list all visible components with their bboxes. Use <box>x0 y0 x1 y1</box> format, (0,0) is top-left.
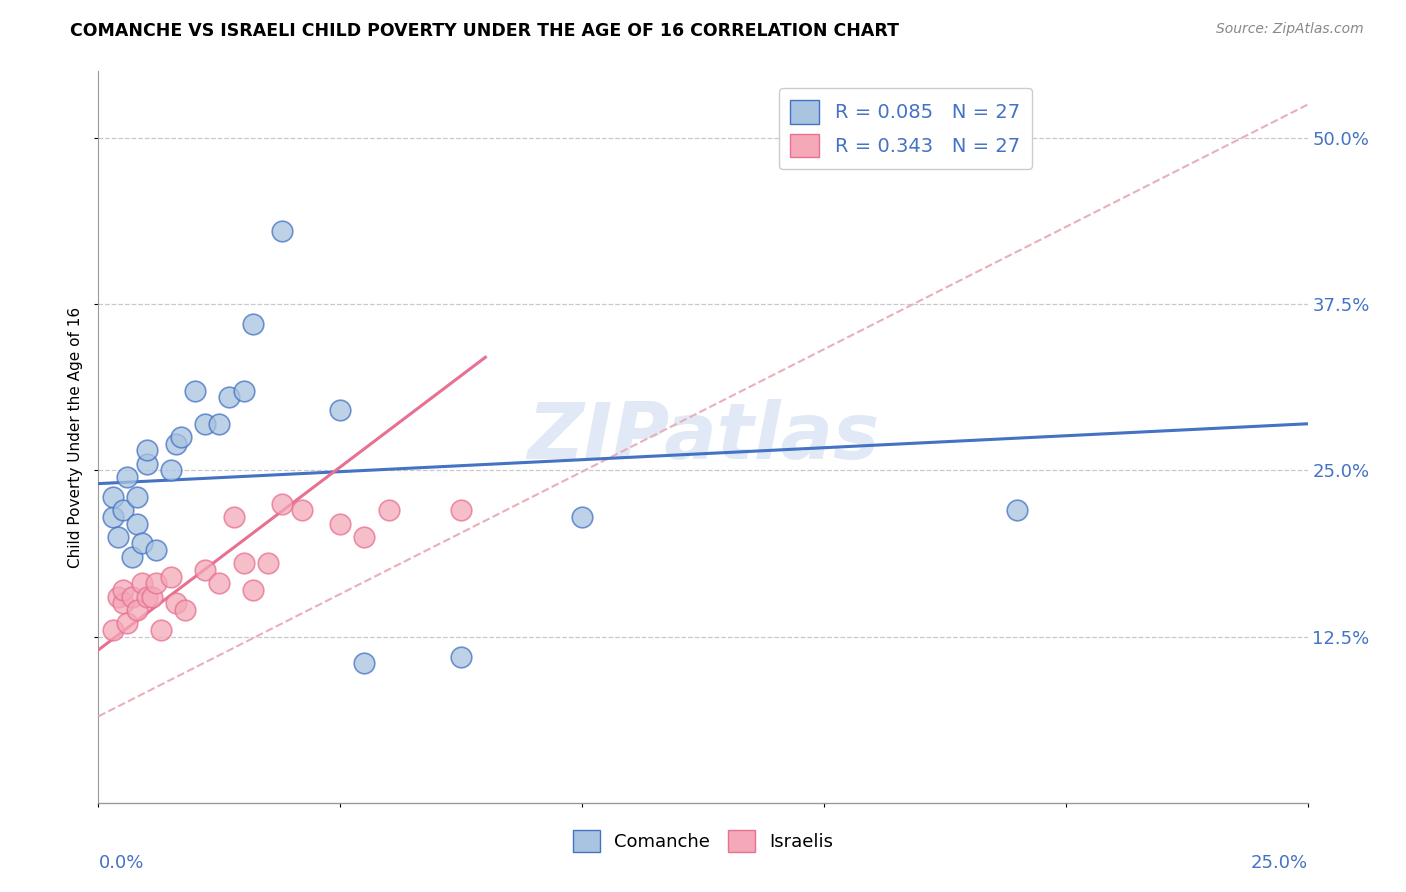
Point <box>271 497 294 511</box>
Point <box>242 317 264 331</box>
Point <box>218 390 240 404</box>
Point <box>353 530 375 544</box>
Point <box>107 530 129 544</box>
Point <box>121 549 143 564</box>
Point <box>353 656 375 670</box>
Point <box>101 623 124 637</box>
Point <box>145 576 167 591</box>
Point <box>127 603 149 617</box>
Point <box>111 596 134 610</box>
Point <box>377 503 399 517</box>
Point <box>1007 503 1029 517</box>
Point <box>165 436 187 450</box>
Legend: Comanche, Israelis: Comanche, Israelis <box>565 823 841 860</box>
Point <box>222 509 245 524</box>
Point <box>121 590 143 604</box>
Point <box>107 590 129 604</box>
Point <box>111 582 134 597</box>
Point <box>160 463 183 477</box>
Point <box>101 490 124 504</box>
Point <box>271 224 294 238</box>
Point <box>127 490 149 504</box>
Point <box>135 590 157 604</box>
Point <box>208 417 231 431</box>
Text: 0.0%: 0.0% <box>98 854 143 872</box>
Point <box>450 503 472 517</box>
Point <box>174 603 197 617</box>
Point <box>571 509 593 524</box>
Point <box>150 623 173 637</box>
Point <box>232 384 254 398</box>
Text: 25.0%: 25.0% <box>1250 854 1308 872</box>
Point <box>101 509 124 524</box>
Point <box>208 576 231 591</box>
Point <box>111 503 134 517</box>
Point <box>256 557 278 571</box>
Point <box>169 430 191 444</box>
Point <box>450 649 472 664</box>
Point <box>290 503 312 517</box>
Point <box>145 543 167 558</box>
Text: COMANCHE VS ISRAELI CHILD POVERTY UNDER THE AGE OF 16 CORRELATION CHART: COMANCHE VS ISRAELI CHILD POVERTY UNDER … <box>70 22 900 40</box>
Point <box>194 417 217 431</box>
Point <box>160 570 183 584</box>
Point <box>329 403 352 417</box>
Point <box>131 576 153 591</box>
Point <box>232 557 254 571</box>
Point <box>141 590 163 604</box>
Point <box>135 457 157 471</box>
Point <box>165 596 187 610</box>
Text: ZIPatlas: ZIPatlas <box>527 399 879 475</box>
Point <box>184 384 207 398</box>
Point <box>194 563 217 577</box>
Y-axis label: Child Poverty Under the Age of 16: Child Poverty Under the Age of 16 <box>67 307 83 567</box>
Text: Source: ZipAtlas.com: Source: ZipAtlas.com <box>1216 22 1364 37</box>
Point <box>242 582 264 597</box>
Point <box>127 516 149 531</box>
Point <box>117 616 139 631</box>
Point <box>135 443 157 458</box>
Point <box>117 470 139 484</box>
Point <box>131 536 153 550</box>
Point <box>329 516 352 531</box>
